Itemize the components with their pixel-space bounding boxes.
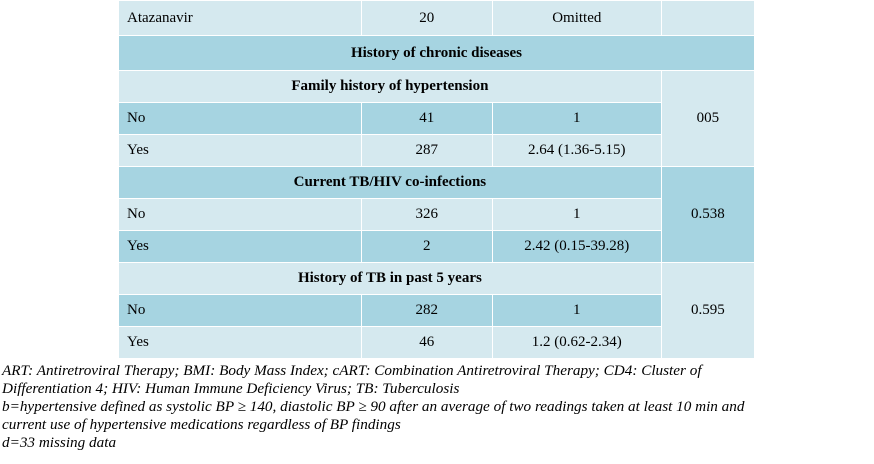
table-footnotes: ART: Antiretroviral Therapy; BMI: Body M… [2,362,874,452]
group-header-row: History of TB in past 5 years 0.595 [118,262,756,359]
row-count: 2 [360,230,493,263]
table-row: Yes 46 1.2 (0.62-2.34) [118,326,755,359]
row-count: 282 [360,294,493,327]
row-odds-ratio: 1 [491,102,662,135]
table-row: Yes 287 2.64 (1.36-5.15) [118,134,755,167]
row-label: Yes [118,134,362,167]
abbreviations-note-line-1: ART: Antiretroviral Therapy; BMI: Body M… [2,362,702,379]
row-odds-ratio: Omitted [491,0,662,36]
group-title: History of TB in past 5 years [118,262,662,295]
group-p-value: 0.595 [660,262,756,359]
row-label: Atazanavir [118,0,362,36]
hypertension-definition-line-2: current use of hypertensive medications … [2,416,401,433]
group-header-row: Family history of hypertension 005 [118,70,756,167]
group-title: Family history of hypertension [118,70,662,103]
row-p-value [660,0,756,36]
row-odds-ratio: 1 [491,198,662,231]
group-title: Current TB/HIV co-infections [118,166,662,199]
row-count: 41 [360,102,493,135]
row-label: Yes [118,326,362,359]
row-odds-ratio: 2.42 (0.15-39.28) [491,230,662,263]
row-count: 46 [360,326,493,359]
table-row: Yes 2 2.42 (0.15-39.28) [118,230,755,263]
row-label: Yes [118,230,362,263]
table-row: No 41 1 [118,102,755,135]
row-label: No [118,198,362,231]
row-label: No [118,294,362,327]
missing-data-note: d=33 missing data [2,434,117,451]
abbreviations-note-line-2: Differentiation 4; HIV: Human Immune Def… [2,380,460,397]
hypertension-definition-line-1: b=hypertensive defined as systolic BP ≥ … [2,398,745,415]
row-odds-ratio: 2.64 (1.36-5.15) [491,134,662,167]
row-count: 326 [360,198,493,231]
row-label: No [118,102,362,135]
results-table: Atazanavir 20 Omitted History of chronic… [118,0,756,359]
section-header-row: History of chronic diseases [118,35,755,71]
group-p-value: 0.538 [660,166,756,263]
table-row: Atazanavir 20 Omitted [118,0,756,36]
group-p-value: 005 [660,70,756,167]
row-odds-ratio: 1.2 (0.62-2.34) [491,326,662,359]
section-title: History of chronic diseases [118,35,755,71]
row-count: 20 [360,0,493,36]
row-count: 287 [360,134,493,167]
group-header-row: Current TB/HIV co-infections 0.538 [118,166,756,263]
table-row: No 326 1 [118,198,755,231]
table-row: No 282 1 [118,294,755,327]
row-odds-ratio: 1 [491,294,662,327]
